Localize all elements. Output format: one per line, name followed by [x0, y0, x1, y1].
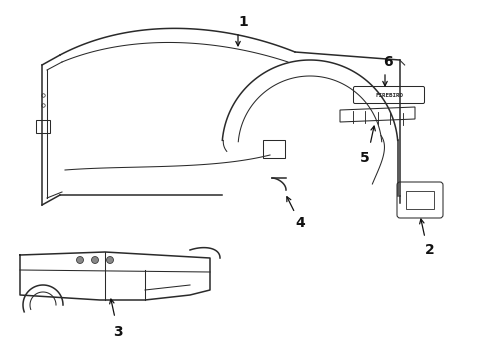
- Circle shape: [92, 256, 98, 264]
- Bar: [406, 191, 434, 209]
- Text: 1: 1: [238, 15, 248, 29]
- Text: FIREBIRD: FIREBIRD: [375, 93, 403, 98]
- Circle shape: [106, 256, 114, 264]
- Text: 3: 3: [113, 325, 123, 339]
- Text: 4: 4: [295, 216, 305, 230]
- Circle shape: [76, 256, 83, 264]
- Text: 5: 5: [360, 151, 370, 165]
- Text: 6: 6: [383, 55, 393, 69]
- Text: 2: 2: [425, 243, 435, 257]
